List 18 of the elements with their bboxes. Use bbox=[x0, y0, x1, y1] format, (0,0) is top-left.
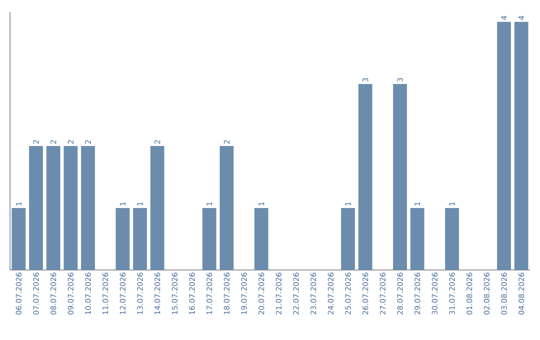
bar bbox=[254, 208, 268, 270]
bar bbox=[133, 208, 147, 270]
bar bbox=[64, 146, 78, 270]
bar bbox=[393, 84, 407, 270]
bar bbox=[220, 146, 234, 270]
bar bbox=[497, 22, 511, 270]
bar bbox=[445, 208, 459, 270]
bar bbox=[202, 208, 216, 270]
bar bbox=[12, 208, 26, 270]
bar bbox=[46, 146, 60, 270]
bar bbox=[514, 22, 528, 270]
bar bbox=[410, 208, 424, 270]
bar bbox=[81, 146, 95, 270]
bar bbox=[29, 146, 43, 270]
bar bbox=[341, 208, 355, 270]
bar bbox=[116, 208, 130, 270]
bar bbox=[150, 146, 164, 270]
bar bbox=[358, 84, 372, 270]
